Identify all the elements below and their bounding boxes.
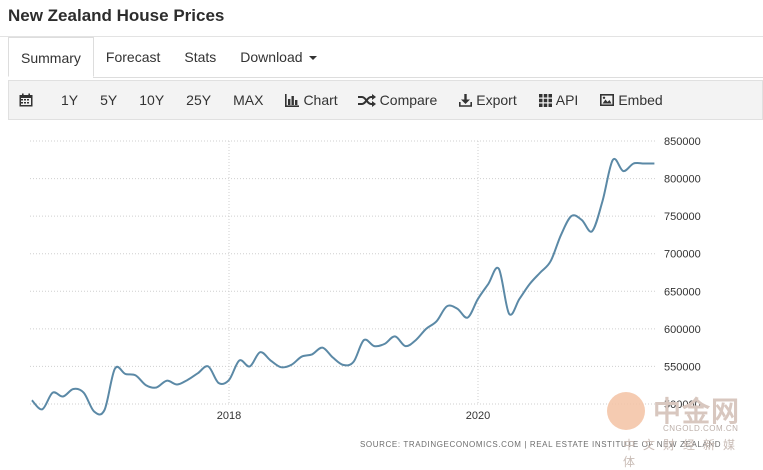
series-line (31, 157, 655, 416)
tab-stats-label: Stats (184, 49, 217, 65)
tabs-divider (93, 77, 763, 78)
x-tick-label: 2020 (466, 410, 490, 422)
shuffle-icon (357, 93, 376, 107)
watermark-domain: CNGOLD.COM.CN (663, 424, 739, 433)
api-button[interactable]: API (538, 80, 579, 120)
y-tick-label: 600000 (664, 324, 701, 336)
chart-type-button[interactable]: Chart (285, 80, 338, 120)
image-icon (600, 94, 615, 106)
watermark-emblem (607, 392, 645, 430)
tab-forecast-label: Forecast (105, 49, 161, 65)
chart-toolbar: 1Y 5Y 10Y 25Y MAX Chart Compare Export A… (8, 80, 763, 120)
y-tick-label: 850000 (664, 136, 701, 148)
house-price-chart: 850000 800000 750000 700000 650000 600000 5500… (30, 136, 701, 422)
x-tick-label: 2018 (217, 410, 241, 422)
tab-bar: Summary Forecast Stats Download (8, 37, 329, 78)
tab-download[interactable]: Download (228, 37, 328, 77)
embed-label: Embed (618, 92, 663, 108)
watermark-logo: 中金网 CNGOLD.COM.CN 中文财经新媒体 (607, 390, 759, 469)
download-icon (459, 93, 473, 107)
api-label: API (555, 92, 579, 108)
range-1y-button[interactable]: 1Y (61, 92, 79, 108)
compare-button[interactable]: Compare (357, 80, 438, 120)
title-divider (0, 36, 763, 37)
embed-button[interactable]: Embed (600, 80, 663, 120)
watermark-subtitle: 中文财经新媒体 (623, 438, 744, 469)
calendar-button[interactable] (19, 80, 37, 120)
y-tick-label: 650000 (664, 286, 701, 298)
grid-icon (538, 93, 552, 107)
caret-down-icon (308, 56, 317, 61)
tab-download-label: Download (240, 49, 303, 65)
page-title: New Zealand House Prices (8, 6, 225, 25)
tab-summary[interactable]: Summary (8, 37, 94, 77)
y-tick-label: 750000 (664, 211, 701, 223)
bar-chart-icon (285, 93, 300, 107)
range-10y-button[interactable]: 10Y (139, 92, 165, 108)
source-note: SOURCE: TRADINGECONOMICS.COM | REAL ESTA… (360, 440, 722, 449)
y-tick-label: 700000 (664, 249, 701, 261)
tab-forecast[interactable]: Forecast (94, 37, 172, 77)
range-5y-button[interactable]: 5Y (100, 92, 118, 108)
tab-summary-label: Summary (21, 50, 81, 66)
y-tick-label: 550000 (664, 361, 701, 373)
export-button[interactable]: Export (459, 80, 517, 120)
chart-type-label: Chart (303, 92, 338, 108)
tab-stats[interactable]: Stats (172, 37, 228, 77)
range-25y-button[interactable]: 25Y (186, 92, 212, 108)
export-label: Export (476, 92, 517, 108)
y-tick-label: 500000 (664, 399, 701, 411)
range-max-button[interactable]: MAX (233, 92, 264, 108)
compare-label: Compare (379, 92, 438, 108)
calendar-icon (19, 93, 33, 107)
watermark-main-text: 中金网 (653, 395, 741, 428)
y-tick-label: 800000 (664, 174, 701, 186)
